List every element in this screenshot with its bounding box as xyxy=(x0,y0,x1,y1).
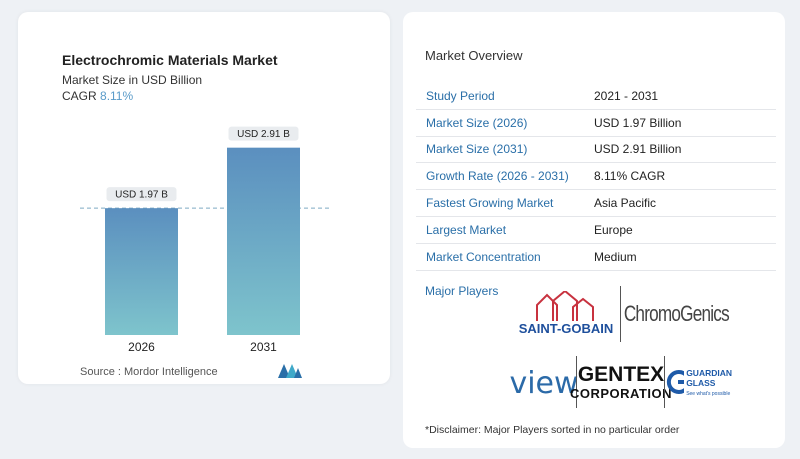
overview-key: Growth Rate (2026 - 2031) xyxy=(426,169,569,184)
overview-row: Study Period 2021 - 2031 xyxy=(416,83,776,110)
mordor-logo-icon xyxy=(278,364,302,378)
source-text: Source : Mordor Intelligence xyxy=(80,366,218,378)
logo-divider xyxy=(576,356,577,408)
cagr-label: CAGR xyxy=(62,89,97,103)
guardian-glass-logo: GUARDIAN GLASS See what's possible xyxy=(666,358,732,406)
major-players-title: Major Players xyxy=(425,284,499,298)
bar-2026 xyxy=(105,208,178,335)
logo-divider xyxy=(620,286,621,342)
overview-row: Growth Rate (2026 - 2031) 8.11% CAGR xyxy=(416,163,776,191)
overview-value: 8.11% CAGR xyxy=(594,169,666,184)
overview-row: Largest Market Europe xyxy=(416,217,776,244)
data-label-background xyxy=(228,126,299,141)
chart-subtitle: Market Size in USD Billion xyxy=(62,73,203,87)
chart-card xyxy=(18,12,390,384)
overview-key: Study Period xyxy=(426,88,495,103)
saint-gobain-logo: SAINT-GOBAIN xyxy=(512,288,620,338)
view-logo: view xyxy=(509,365,579,401)
overview-card xyxy=(403,12,785,448)
bar-2031 xyxy=(227,147,300,335)
overview-row: Fastest Growing Market Asia Pacific xyxy=(416,190,776,217)
overview-key: Largest Market xyxy=(426,222,507,237)
x-tick-label: 2031 xyxy=(250,340,277,354)
saint-gobain-emblem-icon xyxy=(536,290,594,321)
cagr-value: 8.11% xyxy=(100,89,134,103)
disclaimer-text: *Disclaimer: Major Players sorted in no … xyxy=(425,424,680,436)
overview-value: Asia Pacific xyxy=(594,196,657,211)
overview-value: Medium xyxy=(594,249,637,264)
overview-row: Market Size (2026) USD 1.97 Billion xyxy=(416,110,776,137)
logo-divider xyxy=(664,356,665,408)
chart-title: Electrochromic Materials Market xyxy=(62,52,278,68)
overview-row: Market Size (2031) USD 2.91 Billion xyxy=(416,137,776,164)
overview-key: Market Concentration xyxy=(426,249,541,264)
overview-key: Fastest Growing Market xyxy=(426,196,554,211)
data-label: USD 1.97 B xyxy=(115,190,168,201)
overview-key: Market Size (2031) xyxy=(426,142,528,157)
overview-value: 2021 - 2031 xyxy=(594,88,659,103)
chart-cagr: CAGR 8.11% xyxy=(62,89,133,103)
chromogenics-logo: ChromoGenics xyxy=(623,301,729,326)
overview-title: Market Overview xyxy=(425,48,523,63)
overview-key: Market Size (2026) xyxy=(426,115,528,130)
overview-row: Market Concentration Medium xyxy=(416,244,776,271)
data-label: USD 2.91 B xyxy=(237,129,290,140)
gentex-logo: GENTEX CORPORATION xyxy=(569,362,673,401)
overview-value: USD 2.91 Billion xyxy=(594,142,682,157)
guardian-g-icon xyxy=(666,370,685,394)
overview-value: USD 1.97 Billion xyxy=(594,115,682,130)
data-label-background xyxy=(106,187,177,202)
overview-value: Europe xyxy=(594,222,633,237)
x-tick-label: 2026 xyxy=(128,340,155,354)
